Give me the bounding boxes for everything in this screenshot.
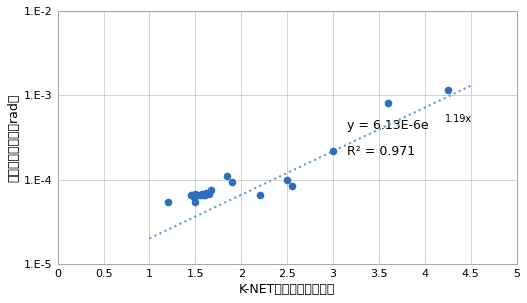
Point	[202, 190, 211, 195]
Point	[384, 101, 392, 106]
Point	[283, 178, 291, 183]
Y-axis label: 最大層間変形角（rad）: 最大層間変形角（rad）	[7, 93, 20, 182]
X-axis label: K-NET計測震度の平均値: K-NET計測震度の平均値	[239, 283, 335, 296]
Point	[228, 179, 236, 184]
Point	[187, 193, 195, 198]
Point	[191, 199, 200, 204]
Point	[207, 188, 215, 193]
Point	[288, 183, 296, 188]
Point	[444, 88, 452, 93]
Point	[196, 193, 204, 198]
Point	[329, 148, 337, 153]
Point	[205, 191, 213, 196]
Point	[256, 193, 264, 198]
Text: R² = 0.971: R² = 0.971	[347, 145, 415, 158]
Text: y = 6.13E-6e: y = 6.13E-6e	[347, 119, 428, 132]
Point	[189, 195, 198, 200]
Point	[198, 191, 206, 196]
Point	[199, 193, 207, 198]
Point	[163, 199, 172, 204]
Text: 1.19x: 1.19x	[445, 114, 473, 124]
Point	[223, 174, 232, 178]
Point	[200, 193, 209, 198]
Point	[191, 191, 200, 196]
Point	[193, 193, 201, 198]
